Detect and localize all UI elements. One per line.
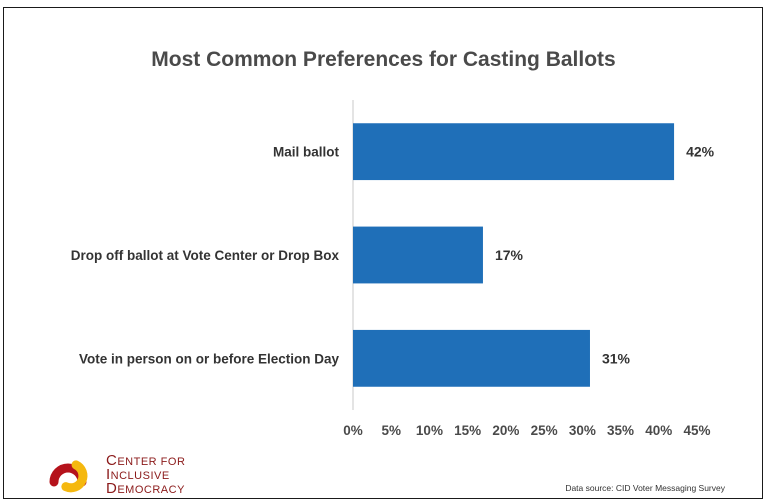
category-label: Vote in person on or before Election Day [79, 351, 340, 366]
logo-mark-icon [49, 460, 88, 493]
bar [353, 123, 675, 181]
value-label: 42% [686, 144, 715, 160]
x-tick-label: 15% [454, 423, 481, 438]
center-for-inclusive-democracy-logo: CENTER FOR INCLUSIVE DEMOCRACY [40, 450, 240, 497]
x-tick-label: 5% [381, 423, 401, 438]
x-tick-label: 45% [683, 423, 710, 438]
x-tick-label: 30% [569, 423, 596, 438]
x-tick-label: 10% [416, 423, 443, 438]
category-label: Drop off ballot at Vote Center or Drop B… [71, 248, 340, 263]
data-source-note: Data source: CID Voter Messaging Survey [565, 483, 725, 493]
logo-text-line-1: CENTER FOR [106, 452, 186, 469]
x-tick-label: 20% [492, 423, 519, 438]
bar [353, 226, 483, 284]
x-tick-label: 0% [343, 423, 363, 438]
bar [353, 329, 590, 387]
x-tick-label: 25% [531, 423, 558, 438]
chart-title: Most Common Preferences for Casting Ball… [151, 48, 616, 71]
logo-text-line-2: INCLUSIVE [106, 466, 170, 483]
logo-text-line-3: DEMOCRACY [106, 480, 185, 497]
value-label: 31% [602, 350, 631, 366]
category-label: Mail ballot [273, 145, 340, 160]
value-label: 17% [495, 247, 524, 263]
x-tick-label: 40% [645, 423, 672, 438]
x-tick-label: 35% [607, 423, 634, 438]
